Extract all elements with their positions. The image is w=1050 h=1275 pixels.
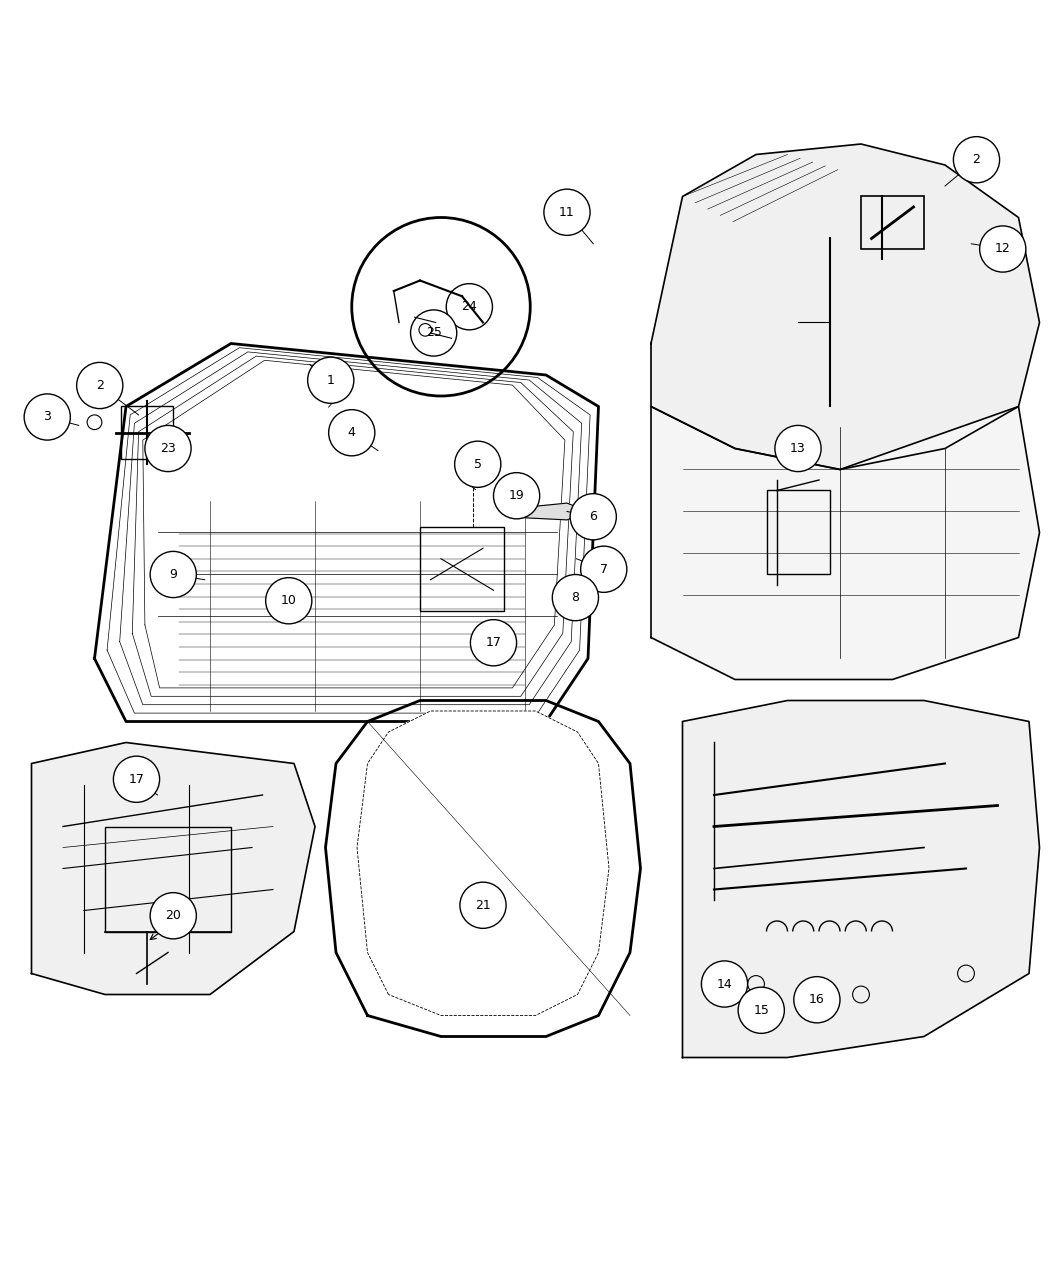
Text: 2: 2 (96, 379, 104, 391)
Polygon shape (525, 504, 588, 520)
Circle shape (794, 977, 840, 1023)
Circle shape (581, 546, 627, 593)
Polygon shape (651, 407, 1040, 680)
Text: 10: 10 (280, 594, 297, 607)
Polygon shape (682, 700, 1040, 1057)
Circle shape (77, 362, 123, 408)
Text: 20: 20 (165, 909, 182, 922)
Polygon shape (94, 343, 598, 722)
Text: 13: 13 (790, 442, 806, 455)
Text: 3: 3 (43, 411, 51, 423)
Circle shape (411, 310, 457, 356)
Text: 4: 4 (348, 426, 356, 440)
Bar (121, 407, 173, 459)
Circle shape (552, 575, 598, 621)
Text: 17: 17 (485, 636, 502, 649)
Circle shape (145, 426, 191, 472)
Circle shape (446, 283, 492, 330)
Circle shape (455, 441, 501, 487)
Text: 12: 12 (995, 242, 1010, 255)
Circle shape (701, 961, 748, 1007)
Text: 11: 11 (559, 205, 575, 219)
Polygon shape (651, 144, 1040, 469)
Circle shape (775, 426, 821, 472)
Text: 24: 24 (462, 300, 477, 314)
Circle shape (150, 551, 196, 598)
Circle shape (150, 892, 196, 938)
Bar (861, 196, 924, 249)
Circle shape (113, 756, 160, 802)
Text: 5: 5 (474, 458, 482, 470)
Polygon shape (357, 711, 609, 1015)
Text: 7: 7 (600, 562, 608, 576)
Circle shape (953, 136, 1000, 182)
Circle shape (24, 394, 70, 440)
Text: 9: 9 (169, 567, 177, 581)
Polygon shape (326, 700, 640, 1037)
Circle shape (494, 473, 540, 519)
Text: 23: 23 (160, 442, 176, 455)
Text: 14: 14 (716, 978, 733, 991)
Circle shape (329, 409, 375, 456)
Text: 6: 6 (589, 510, 597, 523)
Bar (105, 826, 231, 932)
Text: 8: 8 (571, 592, 580, 604)
Circle shape (87, 414, 102, 430)
Circle shape (460, 882, 506, 928)
Circle shape (308, 357, 354, 403)
Bar (766, 491, 830, 575)
Polygon shape (32, 742, 315, 994)
Text: 16: 16 (808, 993, 825, 1006)
Circle shape (738, 987, 784, 1033)
Circle shape (470, 620, 517, 666)
Circle shape (980, 226, 1026, 272)
Text: 19: 19 (509, 490, 525, 502)
Circle shape (570, 493, 616, 539)
Text: 25: 25 (425, 326, 442, 339)
Text: 21: 21 (475, 899, 491, 912)
Text: 2: 2 (972, 153, 981, 166)
Text: 17: 17 (128, 773, 145, 785)
Circle shape (544, 189, 590, 236)
Text: 1: 1 (327, 374, 335, 386)
Text: 15: 15 (753, 1003, 770, 1016)
Bar (420, 528, 504, 611)
Circle shape (266, 578, 312, 623)
